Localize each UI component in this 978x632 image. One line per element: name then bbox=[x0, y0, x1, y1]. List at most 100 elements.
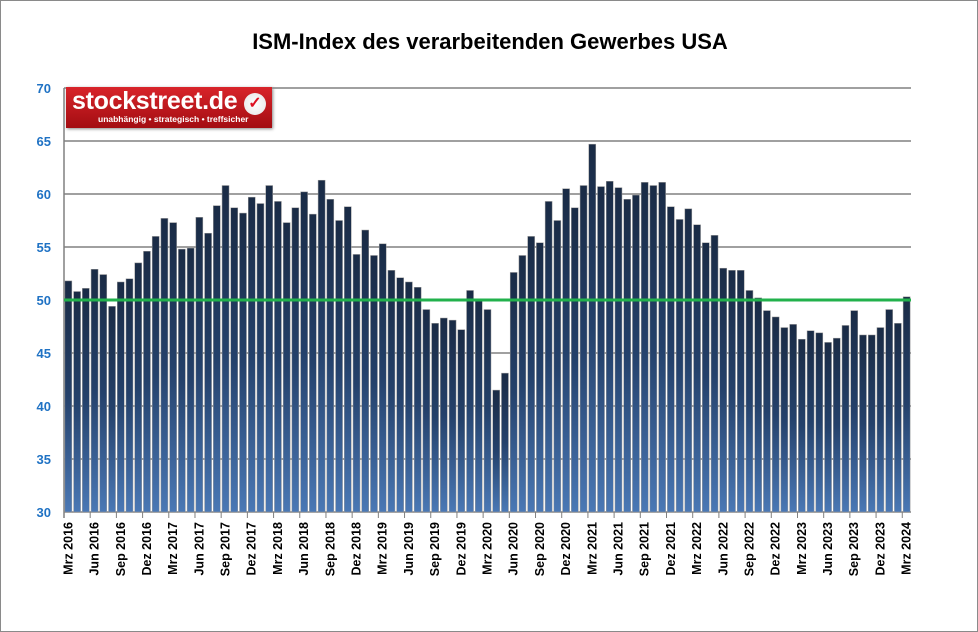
bar bbox=[387, 270, 396, 513]
x-tick-label: Sep 2020 bbox=[533, 522, 547, 576]
x-tick-label: Mrz 2017 bbox=[166, 522, 180, 575]
y-tick-label: 55 bbox=[37, 240, 51, 255]
bar bbox=[247, 196, 256, 513]
bar bbox=[178, 248, 186, 513]
bar bbox=[536, 242, 544, 513]
bar bbox=[370, 255, 378, 513]
bar bbox=[745, 290, 754, 513]
bar bbox=[815, 332, 824, 513]
bar bbox=[64, 280, 73, 513]
bar bbox=[763, 310, 771, 513]
bar bbox=[195, 217, 204, 513]
bar bbox=[675, 219, 684, 513]
bar bbox=[204, 232, 212, 513]
bar bbox=[789, 324, 797, 513]
bar bbox=[867, 334, 876, 513]
x-tick-label: Dez 2019 bbox=[454, 522, 468, 576]
bar bbox=[221, 185, 230, 513]
checkmark-icon: ✓ bbox=[244, 93, 266, 115]
bar bbox=[239, 212, 247, 513]
bar bbox=[151, 236, 160, 513]
x-tick-label: Jun 2023 bbox=[821, 522, 835, 576]
x-tick-label: Dez 2022 bbox=[769, 522, 783, 576]
bar bbox=[780, 327, 789, 513]
bar bbox=[798, 338, 806, 513]
bar bbox=[885, 309, 893, 513]
bar bbox=[448, 319, 457, 513]
bar bbox=[658, 182, 666, 513]
bar bbox=[396, 277, 404, 513]
bar bbox=[894, 323, 902, 513]
bar bbox=[623, 199, 631, 513]
bar bbox=[492, 389, 500, 513]
bar bbox=[588, 143, 597, 513]
bar bbox=[326, 199, 335, 513]
x-tick-label: Sep 2022 bbox=[742, 522, 756, 576]
bar bbox=[876, 327, 885, 513]
bar bbox=[352, 254, 361, 513]
bar bbox=[518, 255, 527, 513]
bar bbox=[597, 186, 605, 513]
bar bbox=[562, 188, 570, 513]
bar bbox=[160, 218, 169, 513]
bar bbox=[850, 310, 858, 513]
bar bbox=[702, 242, 710, 513]
bar bbox=[483, 309, 492, 513]
x-tick-label: Sep 2016 bbox=[114, 522, 128, 576]
bar bbox=[274, 201, 282, 513]
bar bbox=[265, 185, 273, 513]
x-tick-label: Mrz 2024 bbox=[900, 522, 914, 575]
x-tick-label: Dez 2021 bbox=[664, 522, 678, 576]
bar bbox=[640, 182, 649, 513]
bar bbox=[544, 201, 553, 513]
bar bbox=[754, 297, 762, 513]
bar bbox=[475, 298, 483, 513]
bar bbox=[169, 222, 177, 513]
bar bbox=[457, 329, 466, 513]
bar bbox=[824, 342, 832, 513]
chart-title: ISM-Index des verarbeitenden Gewerbes US… bbox=[252, 29, 728, 54]
x-tick-label: Mrz 2022 bbox=[690, 522, 704, 575]
x-tick-label: Mrz 2021 bbox=[585, 522, 599, 575]
bar bbox=[649, 185, 658, 513]
x-tick-label: Dez 2023 bbox=[873, 522, 887, 576]
bar bbox=[125, 278, 134, 513]
logo-tagline: unabhängig • strategisch • treffsicher bbox=[98, 114, 249, 124]
bar bbox=[361, 229, 369, 513]
y-tick-label: 35 bbox=[37, 452, 51, 467]
x-tick-label: Mrz 2018 bbox=[271, 522, 285, 575]
bar bbox=[579, 185, 588, 513]
bar bbox=[632, 194, 640, 513]
bar bbox=[134, 262, 142, 513]
x-tick-label: Jun 2021 bbox=[611, 522, 625, 576]
bar bbox=[413, 287, 422, 513]
bar bbox=[143, 250, 151, 513]
bar bbox=[108, 306, 116, 513]
y-tick-label: 45 bbox=[37, 346, 51, 361]
x-tick-label: Mrz 2016 bbox=[61, 522, 75, 575]
y-tick-label: 65 bbox=[37, 134, 51, 149]
bar bbox=[73, 291, 81, 513]
y-tick-label: 30 bbox=[37, 505, 51, 520]
bar bbox=[771, 316, 780, 513]
bar bbox=[431, 323, 439, 513]
y-tick-label: 70 bbox=[37, 81, 51, 96]
bar bbox=[614, 187, 623, 513]
bar bbox=[309, 213, 317, 513]
bar bbox=[667, 206, 675, 513]
bar bbox=[213, 205, 221, 513]
bar bbox=[282, 222, 291, 513]
bar bbox=[291, 207, 300, 513]
bar bbox=[527, 236, 535, 513]
bar bbox=[841, 325, 850, 513]
y-tick-label: 40 bbox=[37, 399, 51, 414]
x-tick-label: Jun 2020 bbox=[507, 522, 521, 576]
bar bbox=[606, 181, 614, 513]
bar bbox=[422, 309, 431, 513]
bar bbox=[405, 281, 413, 513]
bar bbox=[300, 191, 308, 513]
bar bbox=[501, 372, 509, 513]
x-tick-label: Jun 2018 bbox=[297, 522, 311, 576]
